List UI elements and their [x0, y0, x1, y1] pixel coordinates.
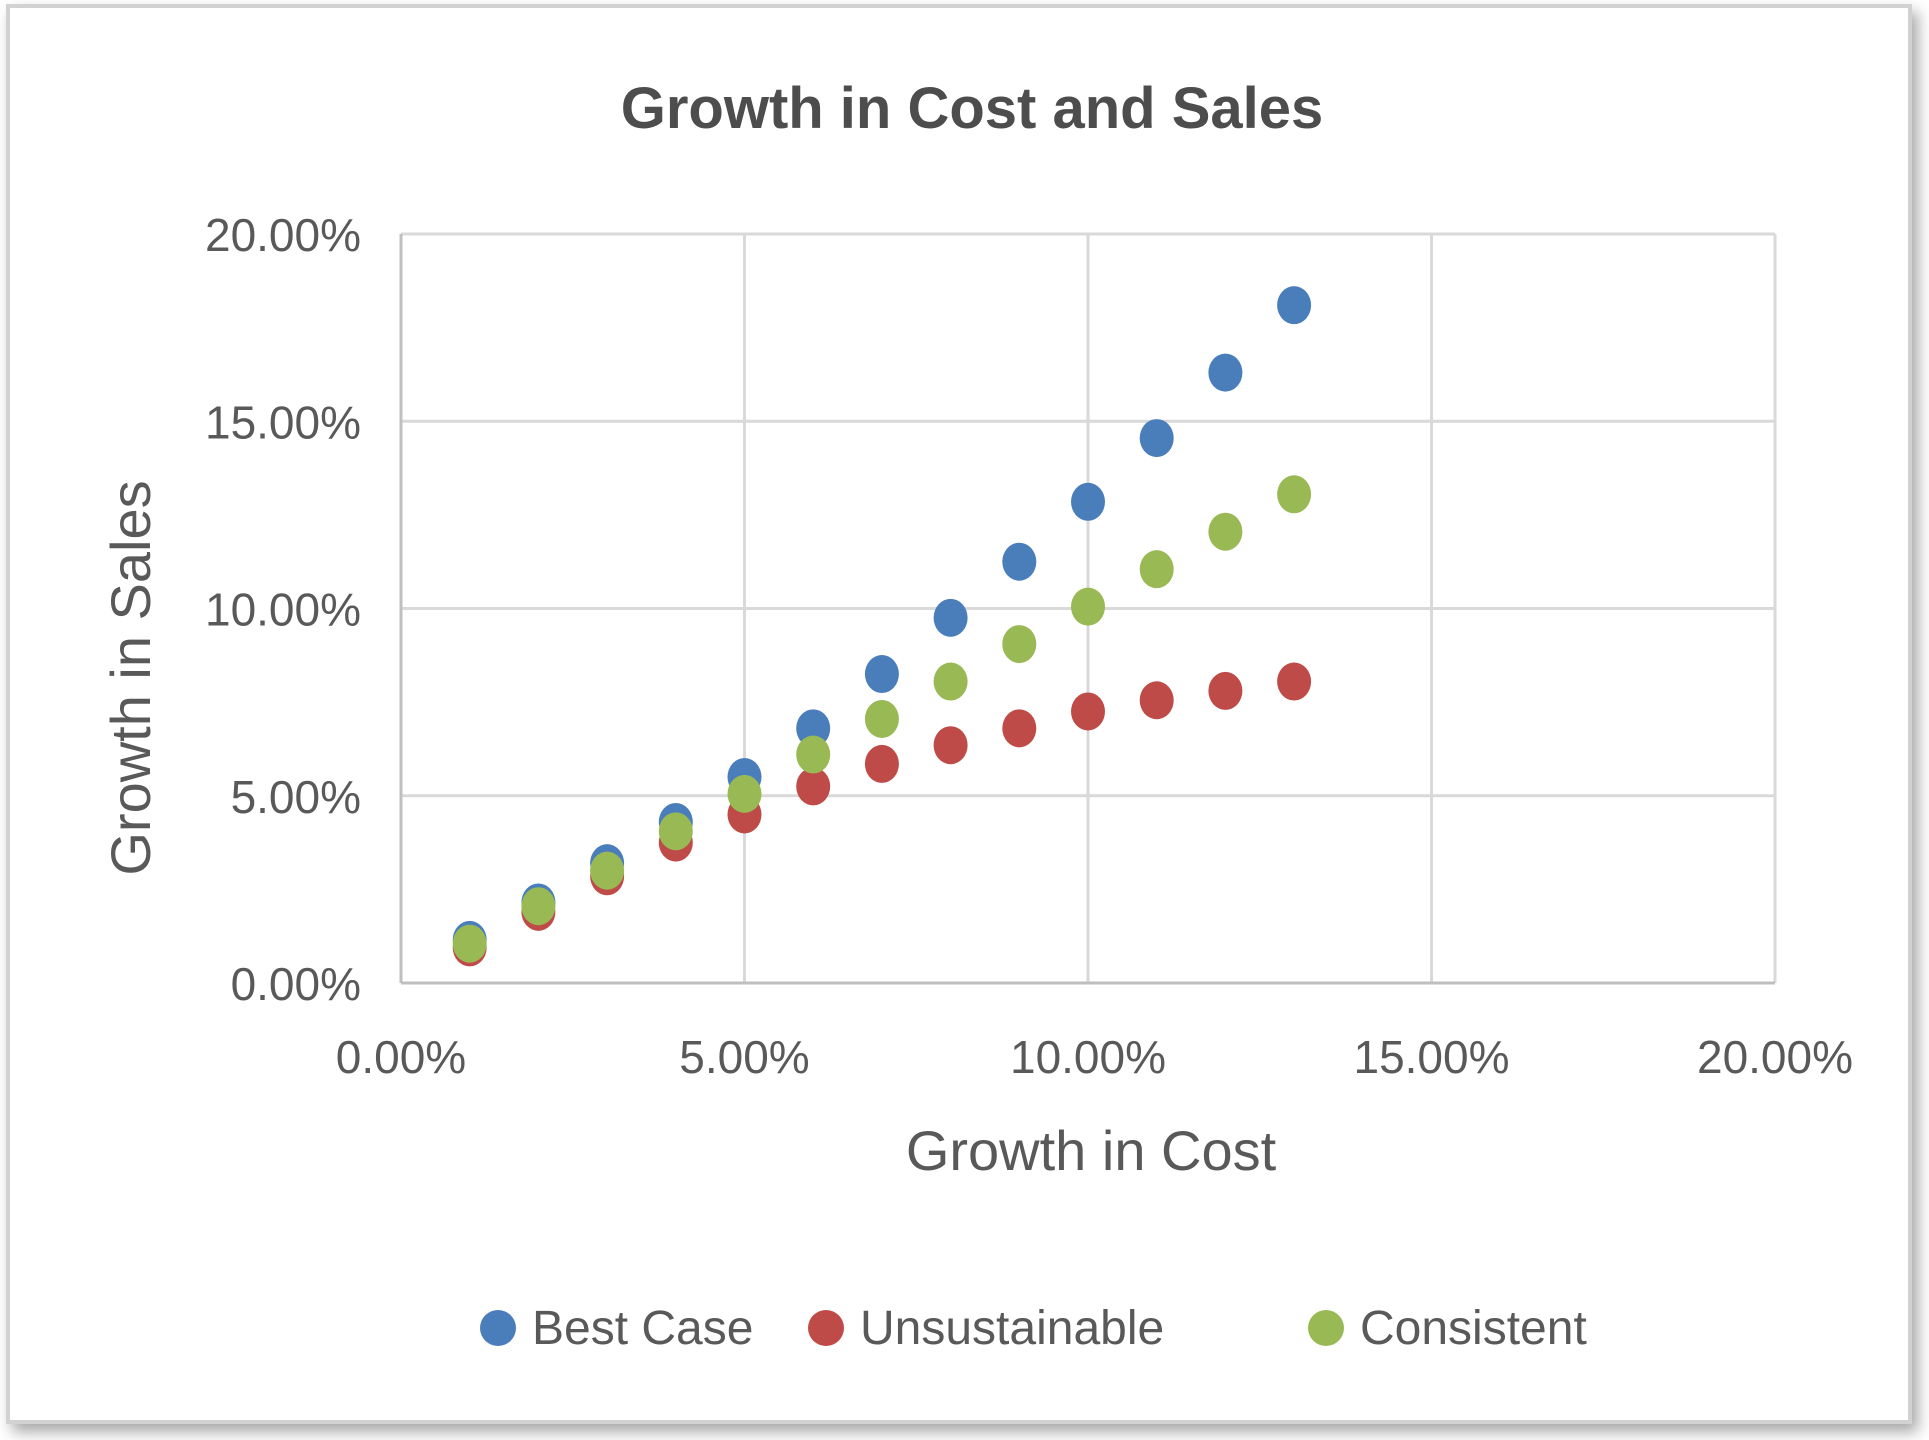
x-tick-label: 20.00% — [1697, 1031, 1853, 1083]
data-point — [1002, 625, 1037, 664]
axes — [399, 234, 1775, 985]
data-point — [933, 662, 968, 701]
data-point — [1277, 475, 1312, 514]
legend-item: Unsustainable — [808, 1302, 1164, 1355]
data-point — [1139, 550, 1174, 589]
data-point — [796, 735, 831, 774]
data-point — [796, 767, 831, 806]
data-point — [590, 851, 625, 890]
data-point — [933, 726, 968, 765]
scatter-chart: Growth in Cost and Sales 0.00% 5.00% 10.00… — [99, 76, 1853, 1355]
data-point — [1002, 542, 1037, 581]
data-point — [1071, 482, 1105, 521]
tick-labels: 0.00% 5.00% 10.00% 15.00% 20.00% 0.00% 5.00% 10… — [205, 209, 1853, 1083]
chart-title: Growth in Cost and Sales — [621, 76, 1324, 141]
data-point — [864, 744, 899, 783]
data-point — [1139, 681, 1174, 720]
data-point — [1139, 419, 1174, 458]
legend-marker — [808, 1310, 844, 1346]
legend-item: Consistent — [1308, 1302, 1587, 1355]
data-point — [727, 774, 762, 813]
data-point — [521, 887, 556, 926]
chart-frame: Growth in Cost and Sales 0.00% 5.00% 10.00… — [6, 4, 1912, 1424]
legend-marker — [1308, 1310, 1344, 1346]
data-point — [1208, 671, 1243, 710]
data-point — [864, 699, 899, 738]
legend-item: Best Case — [480, 1302, 753, 1355]
x-axis-label: Growth in Cost — [906, 1119, 1277, 1182]
data-point — [1002, 709, 1037, 748]
x-tick-label: 15.00% — [1353, 1031, 1509, 1083]
data-point — [1071, 587, 1105, 626]
data-point — [796, 709, 831, 748]
data-point — [658, 812, 693, 851]
legend-label: Best Case — [532, 1302, 753, 1355]
data-point — [933, 598, 968, 637]
data-point — [1071, 692, 1105, 731]
y-tick-label: 20.00% — [205, 209, 361, 261]
data-point — [1208, 512, 1243, 551]
data-point — [1277, 662, 1312, 701]
data-point — [1277, 286, 1312, 325]
y-tick-label: 10.00% — [205, 584, 361, 636]
x-tick-label: 10.00% — [1010, 1031, 1166, 1083]
y-tick-label: 0.00% — [231, 958, 361, 1010]
legend: Best Case Unsustainable Consistent — [480, 1302, 1587, 1355]
data-point — [452, 924, 487, 963]
legend-label: Unsustainable — [860, 1302, 1164, 1355]
data-point — [864, 655, 899, 694]
y-tick-label: 15.00% — [205, 396, 361, 448]
legend-marker — [480, 1310, 516, 1346]
legend-label: Consistent — [1360, 1302, 1587, 1355]
data-points — [452, 286, 1312, 967]
y-tick-label: 5.00% — [231, 771, 361, 823]
x-tick-label: 5.00% — [679, 1031, 809, 1083]
series-consistent — [452, 475, 1312, 963]
y-axis-label: Growth in Sales — [99, 480, 162, 875]
data-point — [1208, 353, 1243, 392]
x-tick-label: 0.00% — [336, 1031, 466, 1083]
series-best-case — [452, 286, 1312, 959]
